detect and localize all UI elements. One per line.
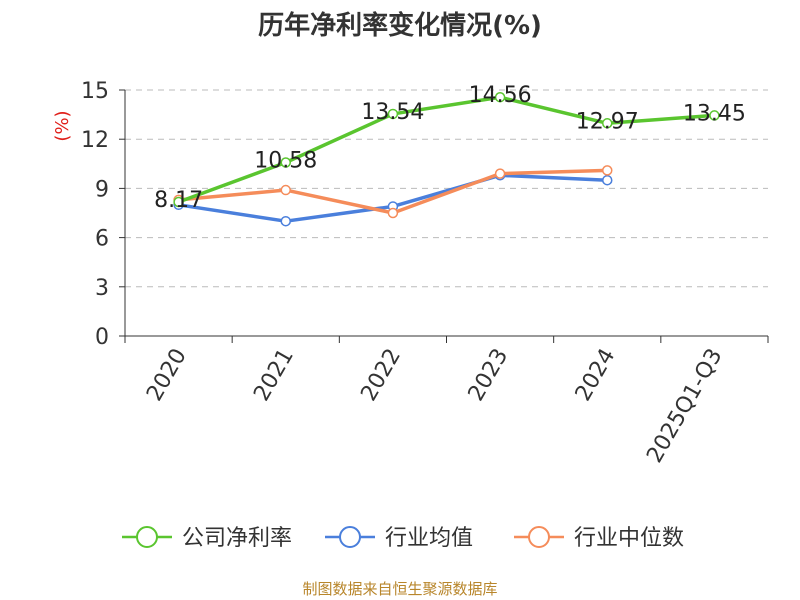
data-label: 12.97 bbox=[576, 109, 639, 134]
data-point bbox=[494, 91, 506, 103]
grid-lines bbox=[125, 89, 768, 288]
data-point bbox=[602, 118, 613, 129]
x-tick-label: 2022 bbox=[356, 345, 406, 406]
axes: 0 3 6 9 12 15 2020 2021 2022 2023 2024 2025Q1-Q3 bbox=[81, 79, 769, 468]
data-point bbox=[494, 168, 506, 179]
y-tick-label: 12 bbox=[81, 128, 109, 153]
y-tick-label: 9 bbox=[95, 177, 109, 202]
data-point bbox=[387, 108, 399, 120]
legend-label: 行业中位数 bbox=[574, 526, 684, 551]
legend-label: 行业均值 bbox=[385, 526, 473, 551]
data-label: 13.45 bbox=[683, 101, 746, 126]
data-point bbox=[280, 184, 291, 196]
y-tick-label: 6 bbox=[95, 227, 109, 252]
y-axis-label: (%) bbox=[52, 110, 73, 141]
x-tick-label: 2020 bbox=[142, 345, 192, 406]
data-point bbox=[602, 165, 613, 176]
legend-item[interactable]: 行业中位数 bbox=[514, 526, 684, 551]
legend[interactable]: 公司净利率 行业均值 行业中位数 bbox=[122, 526, 684, 551]
x-tick-label: 2023 bbox=[464, 345, 514, 406]
data-labels: 8.17 10.58 13.54 14.56 12.97 13.45 bbox=[154, 83, 746, 213]
data-point bbox=[602, 174, 613, 186]
legend-marker bbox=[339, 526, 361, 548]
data-label: 13.54 bbox=[361, 100, 424, 125]
legend-marker bbox=[528, 526, 550, 548]
y-tick-label: 0 bbox=[95, 325, 109, 350]
y-tick-label: 15 bbox=[81, 79, 109, 104]
series bbox=[173, 91, 720, 227]
legend-item[interactable]: 公司净利率 bbox=[122, 526, 292, 551]
data-label: 14.56 bbox=[469, 83, 532, 108]
legend-label: 公司净利率 bbox=[182, 526, 292, 551]
y-tick-label: 3 bbox=[95, 276, 109, 301]
data-point bbox=[173, 196, 184, 208]
legend-item[interactable]: 行业均值 bbox=[325, 526, 473, 551]
data-point bbox=[387, 207, 399, 219]
data-point bbox=[280, 215, 291, 227]
data-label: 10.58 bbox=[254, 148, 317, 173]
x-tick-label: 2021 bbox=[249, 345, 299, 406]
chart-title: 历年净利率变化情况(%) bbox=[258, 10, 542, 41]
data-point bbox=[709, 110, 720, 121]
series-line bbox=[177, 95, 715, 204]
data-label: 8.17 bbox=[154, 188, 203, 213]
x-tick-label: 2025Q1-Q3 bbox=[642, 345, 727, 468]
data-point bbox=[280, 157, 291, 168]
source-note: 制图数据来自恒生聚源数据库 bbox=[302, 580, 497, 598]
legend-marker bbox=[136, 526, 158, 548]
x-tick-label: 2024 bbox=[571, 345, 621, 406]
